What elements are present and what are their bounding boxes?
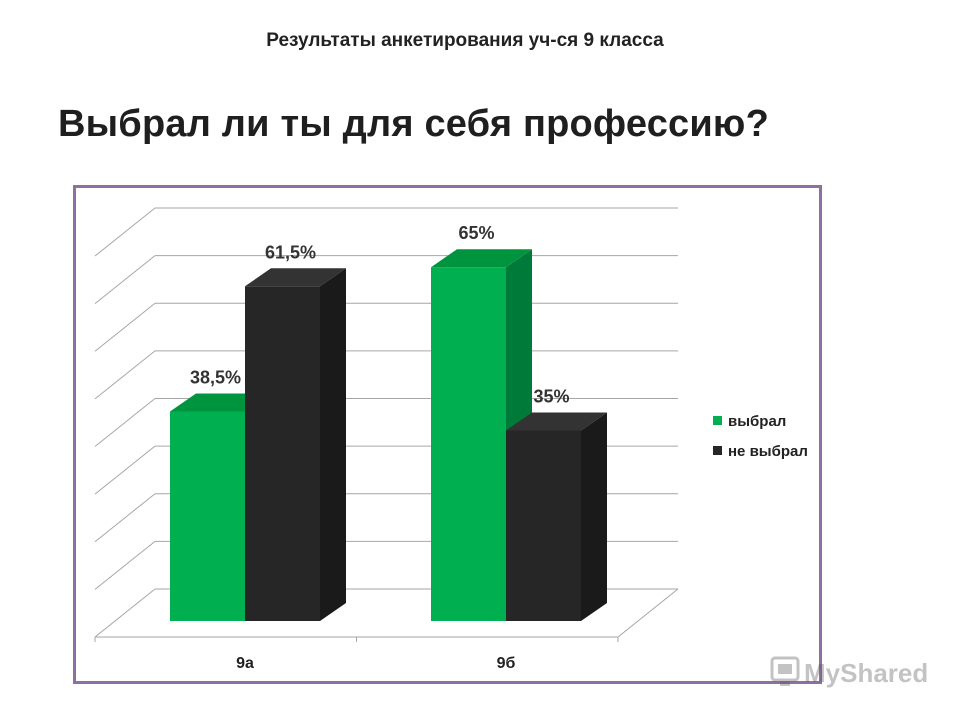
side-wall-line [94,207,156,257]
bar-0-1 [245,286,320,621]
bar-top [245,268,346,287]
side-wall-line [94,398,156,447]
side-wall-line [94,350,156,400]
data-label: 35% [533,387,569,407]
x-tick-label: 9а [236,655,254,672]
bar-top [431,249,532,268]
side-wall-line [94,302,156,352]
side-wall-line [94,493,156,543]
subtitle: Результаты анкетирования уч-ся 9 класса [266,30,664,51]
legend-label: выбрал [728,413,786,430]
bar-side [581,412,607,621]
side-wall-line [94,445,156,495]
legend-swatch [713,416,722,425]
data-label: 61,5% [265,242,316,262]
side-wall-line [94,588,156,638]
data-label: 38,5% [190,367,241,387]
bar-side [320,268,346,621]
watermark-text: MyShared [804,658,928,688]
bar-1-1 [506,430,581,621]
page-title: Выбрал ли ты для себя профессию? [58,103,769,145]
bar-0-0 [170,411,245,621]
bar-top [506,412,607,431]
bar-1-0 [431,267,506,621]
x-tick-label: 9б [497,655,516,672]
data-label: 65% [458,223,494,243]
side-wall-line [94,255,156,305]
legend-label: не выбрал [728,443,808,460]
legend-swatch [713,446,722,455]
side-wall-line [94,540,156,590]
watermark-logo: MyShared [770,656,928,688]
